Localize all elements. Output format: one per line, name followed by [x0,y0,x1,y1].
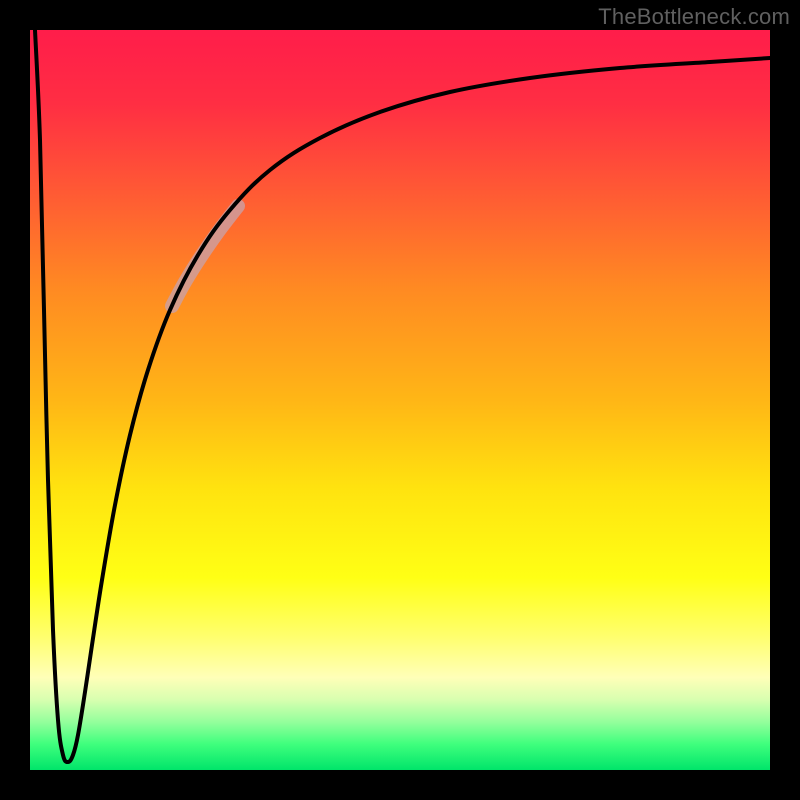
watermark-text: TheBottleneck.com [598,4,790,30]
chart-container: TheBottleneck.com [0,0,800,800]
background-gradient [30,30,770,770]
plot-area [30,30,770,770]
